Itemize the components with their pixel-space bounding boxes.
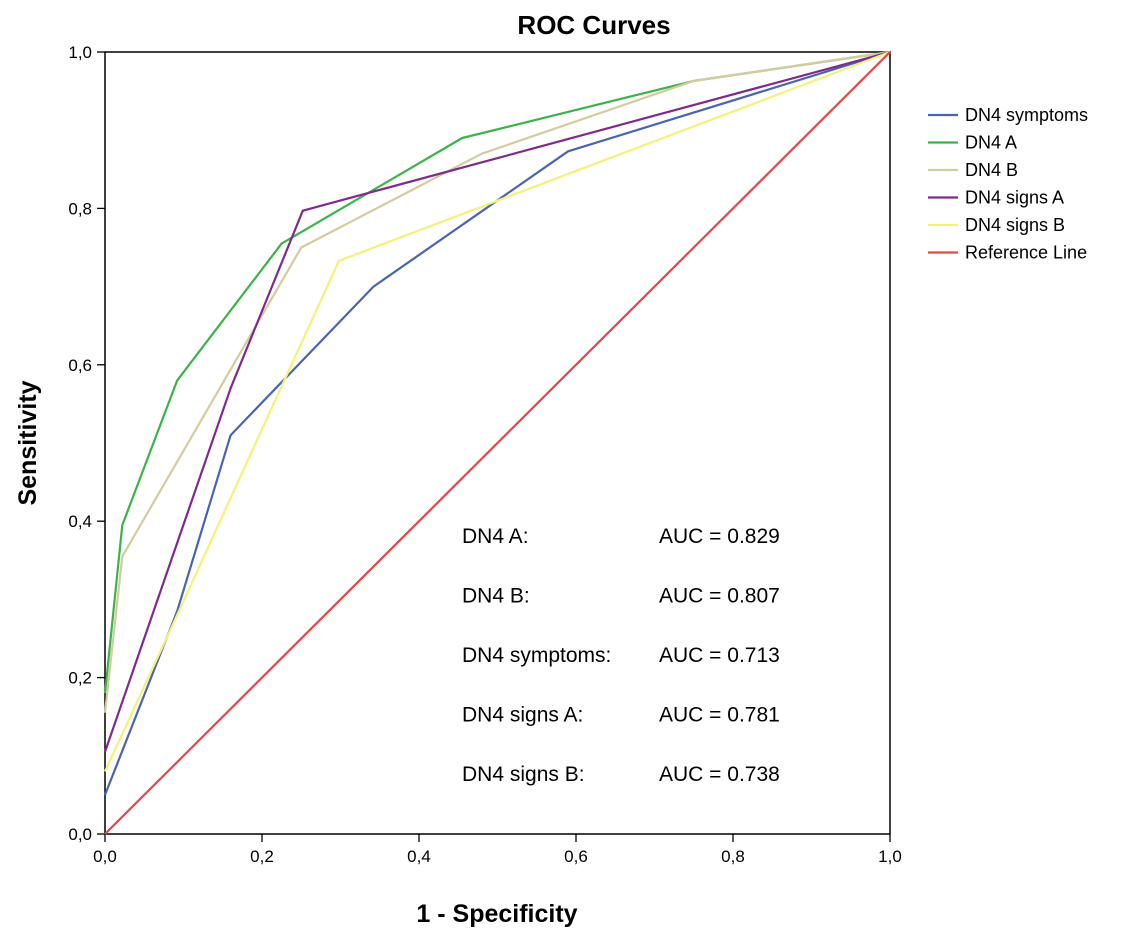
legend-label-dn4-signs-b: DN4 signs B — [965, 215, 1065, 235]
x-tick-label: 0,8 — [721, 847, 745, 866]
legend: DN4 symptoms DN4 A DN4 B DN4 signs A DN4 sig… — [928, 105, 1088, 263]
series-line-dn4-symptoms — [103, 50, 891, 796]
series-line-dn4-signs-b — [104, 50, 891, 772]
y-tick-label: 0,4 — [68, 512, 92, 531]
x-axis: 0,0 0,2 0,4 0,6 0,8 1,0 — [93, 834, 902, 866]
auc-label: DN4 symptoms: — [462, 644, 611, 667]
y-tick-label: 0,0 — [68, 825, 92, 844]
x-tick-label: 0,0 — [93, 847, 117, 866]
auc-label: DN4 B: — [462, 585, 530, 608]
auc-label: DN4 signs B: — [462, 763, 585, 786]
auc-label: DN4 signs A: — [462, 704, 583, 727]
series-line-dn4-signs-a — [103, 50, 891, 753]
plot-frame — [104, 51, 891, 835]
x-tick-label: 0,4 — [407, 847, 431, 866]
x-tick-label: 0,6 — [564, 847, 588, 866]
auc-annotations: DN4 A: AUC = 0.829 DN4 B: AUC = 0.807 DN4 sy… — [462, 525, 780, 786]
series-layer — [103, 50, 891, 835]
y-tick-label: 1,0 — [68, 43, 92, 62]
y-tick-label: 0,6 — [68, 356, 92, 375]
x-axis-title: 1 - Specificity — [416, 900, 577, 928]
legend-label-dn4-signs-a: DN4 signs A — [965, 188, 1064, 208]
x-tick-label: 1,0 — [878, 847, 902, 866]
legend-label-dn4-a: DN4 A — [965, 133, 1017, 153]
y-axis-title: Sensitivity — [14, 380, 42, 505]
auc-value: AUC = 0.738 — [659, 763, 780, 786]
auc-value: AUC = 0.829 — [659, 525, 780, 548]
series-line-dn4-b — [103, 50, 891, 713]
legend-label-dn4-symptoms: DN4 symptoms — [965, 105, 1088, 125]
y-tick-label: 0,2 — [68, 669, 92, 688]
legend-label-dn4-b: DN4 B — [965, 160, 1018, 180]
y-axis: 0,0 0,2 0,4 0,6 0,8 1,0 — [68, 43, 105, 844]
y-tick-label: 0,8 — [68, 199, 92, 218]
auc-value: AUC = 0.807 — [659, 585, 780, 608]
series-line-reference-line — [104, 51, 891, 835]
auc-value: AUC = 0.713 — [659, 644, 780, 667]
auc-value: AUC = 0.781 — [659, 704, 780, 727]
legend-label-reference-line: Reference Line — [965, 243, 1087, 263]
x-tick-label: 0,2 — [250, 847, 274, 866]
chart-title: ROC Curves — [517, 10, 670, 40]
auc-label: DN4 A: — [462, 525, 529, 548]
